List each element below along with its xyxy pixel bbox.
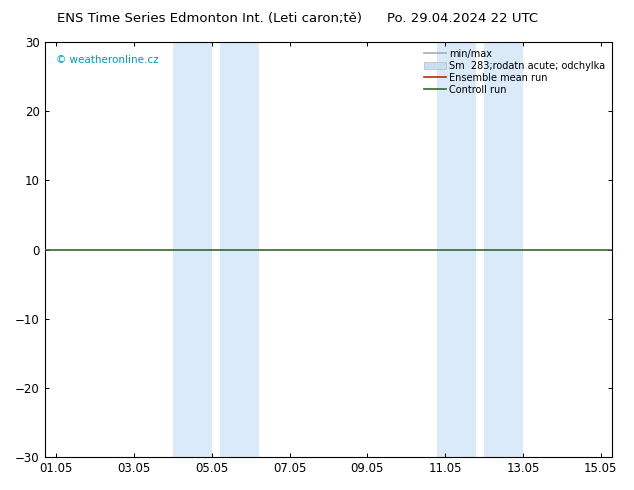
Bar — [219, 42, 259, 457]
Bar — [437, 42, 476, 457]
Bar — [484, 42, 523, 457]
Text: © weatheronline.cz: © weatheronline.cz — [56, 54, 158, 65]
Text: Po. 29.04.2024 22 UTC: Po. 29.04.2024 22 UTC — [387, 12, 538, 25]
Legend: min/max, Sm  283;rodatn acute; odchylka, Ensemble mean run, Controll run: min/max, Sm 283;rodatn acute; odchylka, … — [422, 47, 607, 97]
Text: ENS Time Series Edmonton Int. (Leti caron;tě): ENS Time Series Edmonton Int. (Leti caro… — [56, 12, 362, 25]
Bar — [173, 42, 212, 457]
